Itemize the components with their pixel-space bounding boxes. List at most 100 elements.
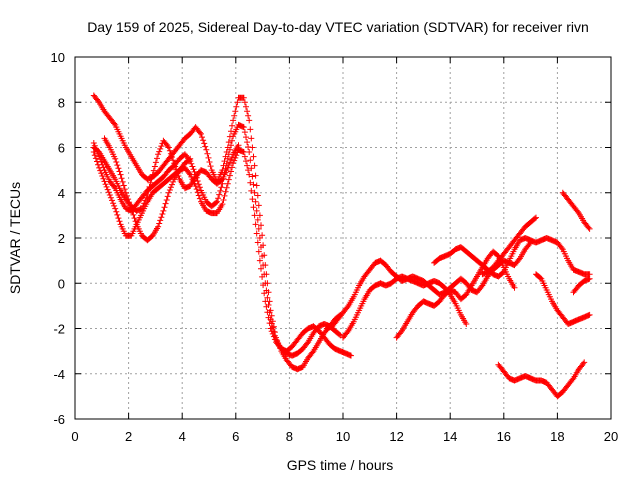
data-point — [567, 384, 569, 386]
data-point — [195, 126, 197, 128]
data-point — [358, 284, 360, 287]
data-point — [237, 144, 240, 146]
data-point — [454, 291, 457, 293]
series-track-i — [431, 235, 593, 280]
data-point — [350, 355, 352, 357]
data-point — [535, 217, 537, 219]
data-point — [454, 248, 457, 250]
data-point — [530, 239, 532, 241]
data-point — [546, 382, 548, 384]
data-point — [178, 158, 181, 160]
x-tick-label: 14 — [443, 429, 457, 444]
data-point — [369, 289, 371, 291]
data-point — [334, 330, 336, 332]
data-point — [444, 287, 446, 289]
data-point — [342, 312, 344, 314]
data-point — [211, 212, 213, 214]
data-point — [178, 144, 181, 146]
data-point — [232, 119, 234, 121]
data-point — [390, 282, 392, 284]
data-point — [396, 278, 398, 280]
data-point — [519, 232, 521, 235]
data-point — [412, 280, 414, 282]
y-tick-label: -4 — [53, 367, 65, 382]
data-point — [572, 291, 575, 293]
data-point — [519, 239, 521, 241]
data-point — [513, 264, 516, 266]
data-point — [221, 178, 223, 180]
data-point — [460, 298, 462, 300]
data-point — [162, 176, 165, 178]
data-point — [572, 321, 575, 323]
y-tick-label: -2 — [53, 322, 65, 337]
data-point — [465, 282, 467, 284]
data-point — [103, 160, 106, 162]
data-point — [227, 167, 229, 169]
data-point — [465, 293, 467, 296]
data-point — [157, 153, 159, 155]
series-track-g — [340, 273, 470, 341]
data-point — [296, 352, 299, 354]
data-point — [460, 278, 462, 280]
data-point — [296, 339, 299, 341]
data-point — [323, 336, 325, 339]
data-point — [374, 284, 376, 287]
data-point — [216, 212, 218, 214]
data-point — [189, 185, 191, 187]
data-point — [347, 305, 349, 307]
data-point — [379, 260, 382, 262]
data-point — [152, 192, 154, 194]
data-point — [119, 174, 122, 176]
data-point — [302, 348, 304, 350]
data-point — [449, 253, 451, 255]
series-markers — [533, 271, 593, 327]
series-track-j — [479, 214, 539, 278]
y-tick-label: 0 — [58, 276, 65, 291]
data-point — [508, 278, 510, 280]
data-point — [438, 257, 441, 259]
data-point — [130, 235, 132, 237]
data-point — [211, 205, 213, 207]
data-point — [503, 253, 505, 255]
y-tick-label: 6 — [58, 141, 65, 156]
data-point — [253, 165, 256, 167]
data-points — [90, 92, 593, 400]
data-point — [119, 198, 122, 201]
data-point — [109, 117, 111, 119]
data-point — [291, 355, 293, 357]
data-point — [103, 137, 106, 140]
y-tick-label: -6 — [53, 412, 65, 427]
data-point — [556, 241, 559, 244]
data-point — [93, 151, 95, 153]
data-point — [136, 210, 138, 212]
data-point — [401, 275, 403, 278]
data-point — [243, 126, 245, 128]
data-point — [200, 133, 202, 135]
series-markers — [559, 189, 593, 232]
series-track-a — [90, 92, 344, 373]
data-point — [103, 180, 106, 183]
data-point — [369, 269, 371, 271]
data-point — [476, 291, 478, 293]
data-point — [588, 273, 591, 275]
data-point — [243, 151, 245, 153]
data-point — [173, 151, 175, 153]
data-point — [248, 151, 250, 153]
data-point — [114, 124, 116, 126]
data-point — [184, 187, 186, 189]
data-point — [93, 94, 95, 97]
data-point — [433, 280, 435, 282]
data-point — [141, 207, 143, 210]
data-point — [146, 194, 148, 196]
data-point — [136, 223, 138, 226]
data-point — [546, 289, 548, 291]
data-point — [270, 309, 272, 311]
data-point — [567, 323, 569, 325]
data-point — [562, 391, 564, 393]
y-tick-label: 8 — [58, 95, 65, 110]
data-point — [302, 332, 304, 334]
data-point — [487, 257, 489, 259]
data-point — [114, 207, 116, 210]
x-tick-label: 8 — [286, 429, 293, 444]
data-point — [583, 221, 585, 223]
